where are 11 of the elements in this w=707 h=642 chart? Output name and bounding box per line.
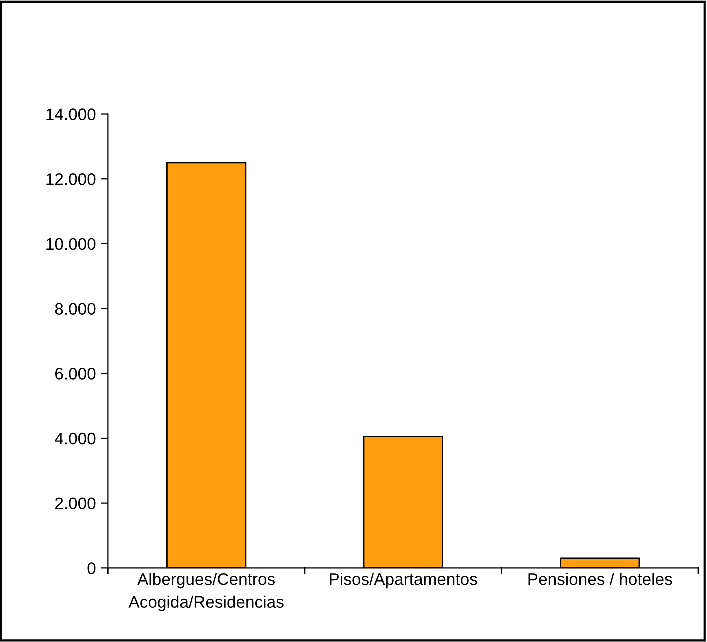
y-tick-label: 10.000 — [46, 238, 96, 250]
y-tick-label: 2.000 — [56, 498, 96, 510]
y-tick-label: 14.000 — [46, 108, 96, 120]
y-tick-label: 6.000 — [56, 368, 96, 380]
x-tick-label: Pisos/Apartamentos — [330, 573, 478, 589]
y-tick-label: 4.000 — [55, 432, 96, 445]
y-tick-label: 0 — [88, 562, 96, 574]
y-tick-label: 8.000 — [55, 303, 96, 316]
y-tick-label: 12.000 — [46, 174, 96, 186]
x-tick-label: Albergues/Centros Acogida/Residencias — [128, 573, 284, 612]
x-tick-label: Pensiones / hoteles — [528, 573, 672, 586]
